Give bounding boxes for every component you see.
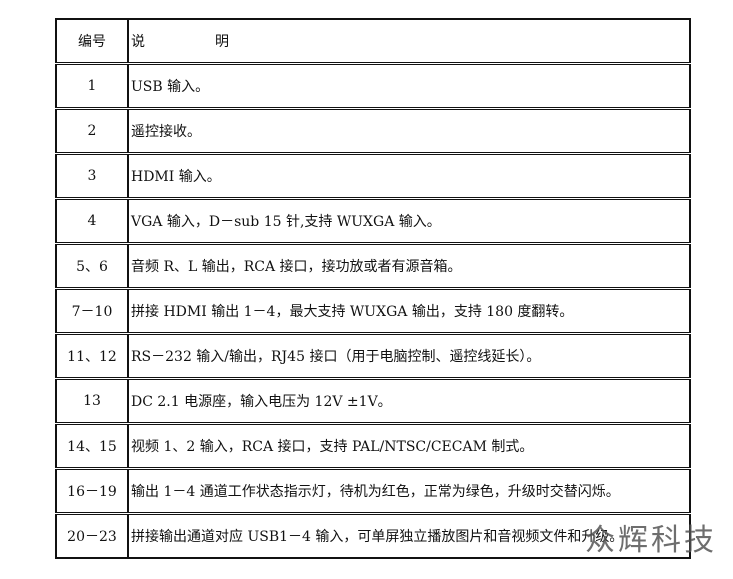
header-desc-a: 说 [131, 34, 145, 50]
row-num: 13 [55, 377, 129, 425]
row-desc: 拼接输出通道对应 USB1－4 输入，可单屏独立播放图片和音视频文件和升级。 [127, 512, 691, 559]
table-row: 1 USB 输入。 [55, 62, 691, 110]
table-row: 20－23 拼接输出通道对应 USB1－4 输入，可单屏独立播放图片和音视频文件和… [55, 512, 691, 559]
row-desc: VGA 输入，D－sub 15 针,支持 WUXGA 输入。 [127, 197, 691, 245]
table-row: 14、15 视频 1、2 输入，RCA 接口，支持 PAL/NTSC/CECAM … [55, 422, 691, 470]
table-row: 5、6 音频 R、L 输出，RCA 接口，接功放或者有源音箱。 [55, 242, 691, 290]
header-desc-b: 明 [215, 34, 229, 50]
table-row: 11、12 RS－232 输入/输出，RJ45 接口（用于电脑控制、遥控线延长）。 [55, 332, 691, 380]
table-row: 2 遥控接收。 [55, 107, 691, 155]
watermark-logo: 众辉科技 [585, 523, 717, 558]
row-num: 4 [55, 197, 129, 245]
row-desc: RS－232 输入/输出，RJ45 接口（用于电脑控制、遥控线延长）。 [127, 332, 691, 380]
header-row: 编号 说明 [55, 18, 691, 65]
table-row: 13 DC 2.1 电源座，输入电压为 12V ±1V。 [55, 377, 691, 425]
row-desc: 音频 R、L 输出，RCA 接口，接功放或者有源音箱。 [127, 242, 691, 290]
row-num: 20－23 [55, 512, 129, 559]
row-num: 5、6 [55, 242, 129, 290]
row-desc: 遥控接收。 [127, 107, 691, 155]
table-row: 3 HDMI 输入。 [55, 152, 691, 200]
row-num: 3 [55, 152, 129, 200]
row-desc: 拼接 HDMI 输出 1－4，最大支持 WUXGA 输出，支持 180 度翻转。 [127, 287, 691, 335]
row-num: 14、15 [55, 422, 129, 470]
row-num: 7－10 [55, 287, 129, 335]
table-row: 16－19 输出 1－4 通道工作状态指示灯，待机为红色，正常为绿色，升级时交替闪… [55, 467, 691, 515]
table-row: 4 VGA 输入，D－sub 15 针,支持 WUXGA 输入。 [55, 197, 691, 245]
row-desc: HDMI 输入。 [127, 152, 691, 200]
table-row: 7－10 拼接 HDMI 输出 1－4，最大支持 WUXGA 输出，支持 180 … [55, 287, 691, 335]
row-desc: DC 2.1 电源座，输入电压为 12V ±1V。 [127, 377, 691, 425]
row-desc: 视频 1、2 输入，RCA 接口，支持 PAL/NTSC/CECAM 制式。 [127, 422, 691, 470]
row-desc: USB 输入。 [127, 62, 691, 110]
row-num: 11、12 [55, 332, 129, 380]
header-desc: 说明 [127, 18, 691, 65]
spec-table: 编号 说明 1 USB 输入。 2 遥控接收。 3 HDMI 输入。 4 VGA 输入，D－s… [55, 18, 691, 559]
header-num: 编号 [55, 18, 129, 65]
row-desc: 输出 1－4 通道工作状态指示灯，待机为红色，正常为绿色，升级时交替闪烁。 [127, 467, 691, 515]
row-num: 1 [55, 62, 129, 110]
row-num: 16－19 [55, 467, 129, 515]
row-num: 2 [55, 107, 129, 155]
